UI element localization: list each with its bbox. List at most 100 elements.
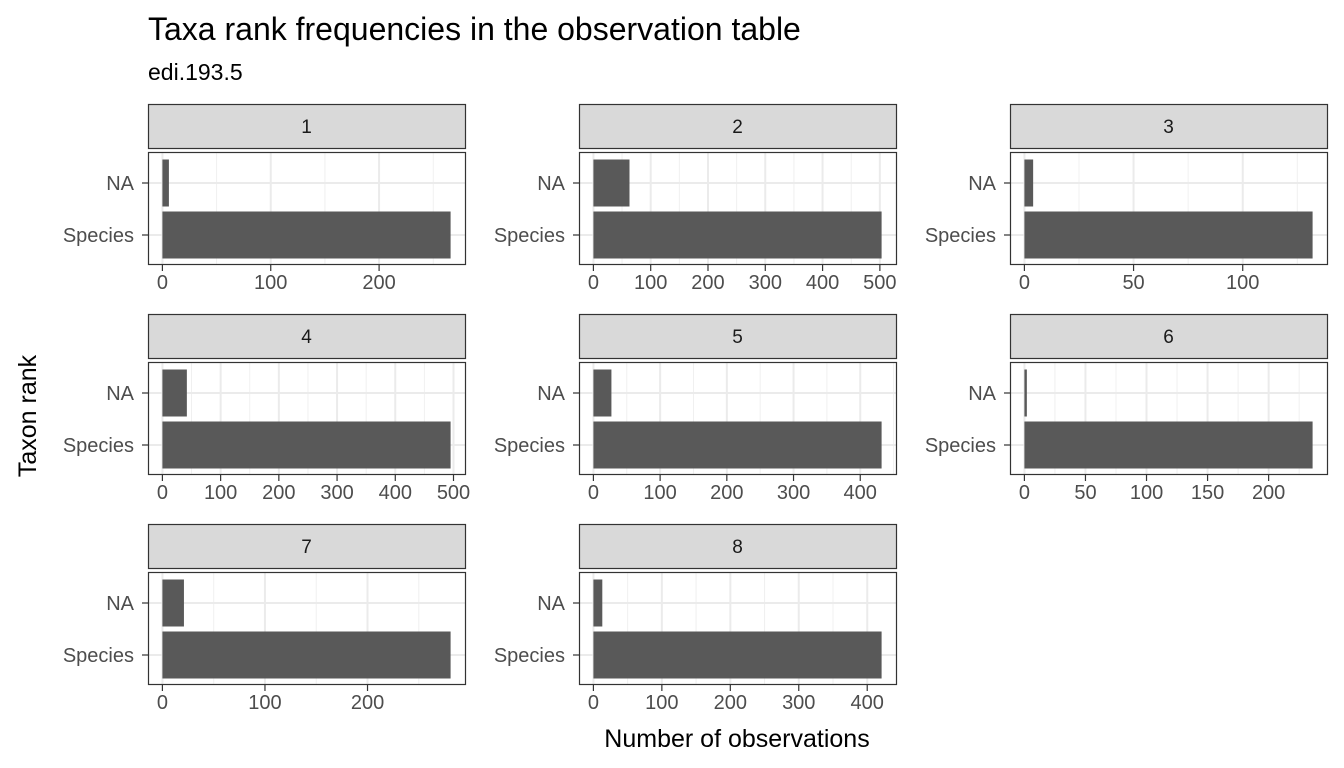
facet-strip-background [147,523,467,570]
x-axis: 0 100 200 300 400 500 [157,475,470,504]
y-tick-label: Species [925,435,996,457]
bars [593,579,882,679]
bar-na [1024,369,1027,417]
chart-title: Taxa rank frequencies in the observation… [148,11,801,47]
facet-panel-8: 8 Species NA 0 100 200 300 400 [494,523,898,714]
y-tick-label: Species [63,225,134,247]
y-tick-label: NA [106,383,134,405]
bar-na [162,369,187,417]
y-axis: Species NA [494,593,579,667]
y-tick-label: Species [494,435,565,457]
bars [1024,369,1313,469]
bar-na [593,369,612,417]
x-axis: 0 100 200 300 400 [588,475,877,504]
y-tick-label: Species [925,225,996,247]
facet-strip-label: 4 [301,327,312,348]
x-tick-label: 50 [1122,272,1144,294]
x-tick-label: 200 [714,692,747,714]
bar-species [162,211,451,259]
y-tick-label: NA [968,383,996,405]
panel-border [578,571,898,686]
bars [162,369,451,469]
x-tick-label: 100 [248,692,281,714]
x-tick-label: 500 [863,272,896,294]
facet-strip: 6 [1009,313,1329,360]
facet-strip-label: 2 [732,117,743,138]
facet-strip-label: 1 [301,117,312,138]
y-axis-title: Taxon rank [14,354,42,477]
x-tick-label: 0 [1019,482,1030,504]
chart-subtitle: edi.193.5 [148,59,243,85]
bar-na [1024,159,1034,207]
facet-strip: 8 [578,523,898,570]
facet-strip-background [1009,103,1329,150]
y-axis: Species NA [494,173,579,247]
x-tick-label: 100 [643,482,676,504]
x-axis: 0 50 100 [1019,265,1259,294]
x-tick-label: 0 [157,272,168,294]
x-tick-label: 150 [1191,482,1224,504]
bar-species [162,631,451,679]
x-tick-label: 0 [588,272,599,294]
facet-panel-1: 1 Species NA 0 100 200 [63,103,467,294]
facet-strip-background [578,313,898,360]
x-tick-label: 400 [806,272,839,294]
bars [162,579,451,679]
y-tick-label: NA [537,593,565,615]
x-tick-label: 200 [351,692,384,714]
bar-species [162,421,451,469]
x-tick-label: 100 [254,272,287,294]
facet-strip-label: 3 [1163,117,1174,138]
bar-na [162,159,169,207]
x-axis: 0 100 200 300 400 500 [588,265,897,294]
panel-border [147,571,467,686]
y-axis: Species NA [63,593,148,667]
x-tick-label: 0 [1019,272,1030,294]
facet-strip-label: 8 [732,537,743,558]
facet-panel-5: 5 Species NA 0 100 200 300 400 [494,313,898,504]
y-tick-label: Species [63,645,134,667]
facet-panel-2: 2 Species NA 0 100 200 300 400 500 [494,103,898,294]
bar-species [593,631,882,679]
x-axis: 0 100 200 [157,265,396,294]
facet-strip-background [1009,313,1329,360]
y-tick-label: NA [106,173,134,195]
x-tick-label: 500 [437,482,470,504]
x-tick-label: 100 [1130,482,1163,504]
facet-strip-label: 5 [732,327,743,348]
facet-strip-background [147,103,467,150]
panel-border [1009,151,1329,266]
facet-strip: 5 [578,313,898,360]
x-tick-label: 200 [262,482,295,504]
y-tick-label: NA [968,173,996,195]
panel-border [1009,361,1329,476]
facet-panel-3: 3 Species NA 0 50 100 [925,103,1329,294]
x-tick-label: 0 [157,482,168,504]
x-tick-label: 100 [1226,272,1259,294]
y-tick-label: NA [537,383,565,405]
facet-strip-label: 6 [1163,327,1174,348]
y-tick-label: Species [63,435,134,457]
bar-na [593,159,630,207]
y-axis: Species NA [63,383,148,457]
x-tick-label: 0 [588,692,599,714]
x-tick-label: 200 [691,272,724,294]
y-axis: Species NA [925,173,1010,247]
y-axis: Species NA [63,173,148,247]
y-tick-label: NA [537,173,565,195]
panel-border [578,151,898,266]
x-tick-label: 400 [851,692,884,714]
bar-na [162,579,184,627]
bars [593,369,882,469]
facet-strip-background [578,103,898,150]
facet-panel-6: 6 Species NA 0 50 100 150 200 [925,313,1329,504]
bar-species [593,211,882,259]
x-axis-title: Number of observations [604,725,869,753]
x-tick-label: 300 [777,482,810,504]
facet-strip: 4 [147,313,467,360]
facet-strip: 3 [1009,103,1329,150]
x-tick-label: 200 [710,482,743,504]
facet-strip: 2 [578,103,898,150]
